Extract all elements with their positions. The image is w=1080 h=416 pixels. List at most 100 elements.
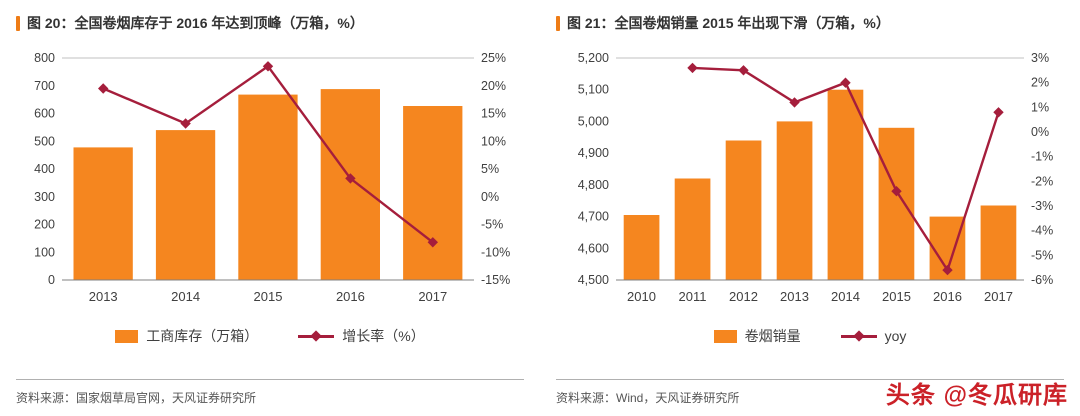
- svg-text:700: 700: [34, 79, 55, 93]
- svg-text:-3%: -3%: [1031, 199, 1053, 213]
- bar-swatch-icon: [115, 329, 139, 343]
- svg-text:2016: 2016: [933, 289, 962, 304]
- svg-text:600: 600: [34, 107, 55, 121]
- source-footer: 资料来源：国家烟草局官网，天风证券研究所: [16, 379, 524, 416]
- y-axis-right-labels: -6% -5% -4% -3% -2% -1% 0% 1% 2% 3%: [1031, 51, 1053, 287]
- legend-item-line: yoy: [840, 328, 907, 344]
- svg-text:2012: 2012: [729, 289, 758, 304]
- svg-text:5,000: 5,000: [578, 114, 609, 128]
- svg-text:500: 500: [34, 134, 55, 148]
- y-axis-left-labels: 0 100 200 300 400 500 600 700 800: [34, 51, 55, 287]
- svg-text:0%: 0%: [1031, 125, 1049, 139]
- svg-text:-4%: -4%: [1031, 224, 1053, 238]
- svg-text:4,700: 4,700: [578, 210, 609, 224]
- svg-text:25%: 25%: [481, 51, 506, 65]
- legend-item-bar: 卷烟销量: [713, 326, 801, 346]
- bar: [320, 89, 380, 280]
- bar: [623, 215, 660, 280]
- sales-chart: 4,500 4,600 4,700 4,800 4,900 5,000 5,100 5,200…: [578, 51, 1054, 304]
- diamond-marker: [427, 237, 438, 248]
- chart-legend: 卷烟销量 yoy: [556, 326, 1064, 346]
- chart-panel-sales: 图 21：全国卷烟销量 2015 年出现下滑（万箱，%） 4,500 4,600 4…: [540, 0, 1080, 416]
- diamond-marker: [180, 118, 191, 129]
- divider: [16, 379, 524, 380]
- bar: [827, 89, 864, 280]
- line-swatch-icon: [298, 330, 335, 342]
- svg-text:4,500: 4,500: [578, 273, 609, 287]
- svg-text:2%: 2%: [1031, 76, 1049, 90]
- chart-header: 图 20：全国卷烟库存于 2016 年达到顶峰（万箱，%）: [16, 10, 524, 36]
- svg-text:0%: 0%: [481, 190, 499, 204]
- chart-legend: 工商库存（万箱） 增长率（%）: [16, 326, 524, 346]
- bar: [73, 147, 133, 280]
- svg-text:2017: 2017: [418, 289, 447, 304]
- legend-label: 工商库存（万箱）: [146, 328, 259, 344]
- bar: [878, 127, 915, 280]
- chart-title: 图 20：全国卷烟库存于 2016 年达到顶峰（万箱，%）: [27, 14, 364, 31]
- line-swatch-icon: [840, 330, 877, 342]
- svg-text:10%: 10%: [481, 134, 506, 148]
- svg-text:2013: 2013: [89, 289, 118, 304]
- chart-title: 图 21：全国卷烟销量 2015 年出现下滑（万箱，%）: [567, 14, 890, 31]
- svg-text:2013: 2013: [780, 289, 809, 304]
- svg-text:2017: 2017: [984, 289, 1013, 304]
- svg-text:15%: 15%: [481, 107, 506, 121]
- bar: [980, 205, 1017, 280]
- source-text: 资料来源：国家烟草局官网，天风证券研究所: [16, 391, 257, 405]
- bars: [73, 89, 463, 280]
- legend-label: 增长率（%）: [342, 328, 425, 344]
- watermark: 头条 @冬瓜研库: [885, 382, 1068, 409]
- svg-text:2014: 2014: [171, 289, 200, 304]
- svg-text:4,900: 4,900: [578, 146, 609, 160]
- svg-text:-2%: -2%: [1031, 174, 1053, 188]
- bar: [674, 178, 711, 280]
- chart-panel-inventory: 图 20：全国卷烟库存于 2016 年达到顶峰（万箱，%） 0 100 200 300…: [16, 10, 524, 416]
- bar: [403, 106, 463, 280]
- bar: [776, 121, 813, 281]
- diamond-marker: [98, 83, 109, 94]
- svg-text:2015: 2015: [254, 289, 283, 304]
- svg-text:5,200: 5,200: [578, 51, 609, 65]
- diamond-marker: [942, 264, 953, 276]
- title-accent-bar: [556, 15, 560, 31]
- svg-text:2015: 2015: [882, 289, 911, 304]
- svg-text:-15%: -15%: [481, 273, 510, 287]
- bar: [725, 140, 762, 280]
- diamond-marker: [687, 62, 698, 74]
- svg-text:4,600: 4,600: [578, 241, 609, 255]
- x-axis-labels: 2010 2011 2012 2013 2014 2015 2016 2017: [627, 289, 1013, 304]
- diamond-icon: [852, 330, 865, 342]
- legend-label: yoy: [884, 328, 907, 344]
- inventory-chart: 0 100 200 300 400 500 600 700 800 -15% -10% -5% 0% 5%…: [34, 51, 510, 304]
- svg-text:2010: 2010: [627, 289, 656, 304]
- svg-text:-5%: -5%: [1031, 248, 1053, 262]
- svg-text:-6%: -6%: [1031, 273, 1053, 287]
- diamond-marker: [738, 65, 749, 76]
- bar: [155, 130, 216, 280]
- svg-text:2011: 2011: [679, 289, 707, 304]
- bars: [623, 89, 1017, 281]
- x-axis-labels: 2013 2014 2015 2016 2017: [89, 289, 448, 304]
- line-markers: [687, 62, 1004, 276]
- svg-text:5%: 5%: [481, 162, 499, 176]
- diamond-marker: [345, 173, 356, 184]
- bar-swatch-icon: [713, 329, 737, 343]
- diamond-icon: [310, 330, 322, 342]
- diamond-marker: [789, 97, 800, 108]
- svg-text:3%: 3%: [1031, 51, 1049, 65]
- svg-text:0: 0: [48, 273, 55, 287]
- y-axis-right-labels: -15% -10% -5% 0% 5% 10% 15% 20% 25%: [481, 51, 510, 287]
- diamond-marker: [993, 107, 1004, 118]
- svg-text:800: 800: [34, 51, 55, 65]
- svg-text:-5%: -5%: [481, 218, 503, 232]
- svg-text:4,800: 4,800: [578, 178, 609, 192]
- diamond-marker: [891, 186, 902, 197]
- svg-text:2016: 2016: [336, 289, 365, 304]
- legend-label: 卷烟销量: [744, 328, 801, 344]
- chart-header: 图 21：全国卷烟销量 2015 年出现下滑（万箱，%）: [556, 10, 1064, 36]
- source-text: 资料来源：Wind，天风证券研究所: [556, 391, 740, 405]
- svg-text:20%: 20%: [481, 79, 506, 93]
- svg-text:400: 400: [34, 162, 55, 176]
- svg-text:2014: 2014: [831, 289, 860, 304]
